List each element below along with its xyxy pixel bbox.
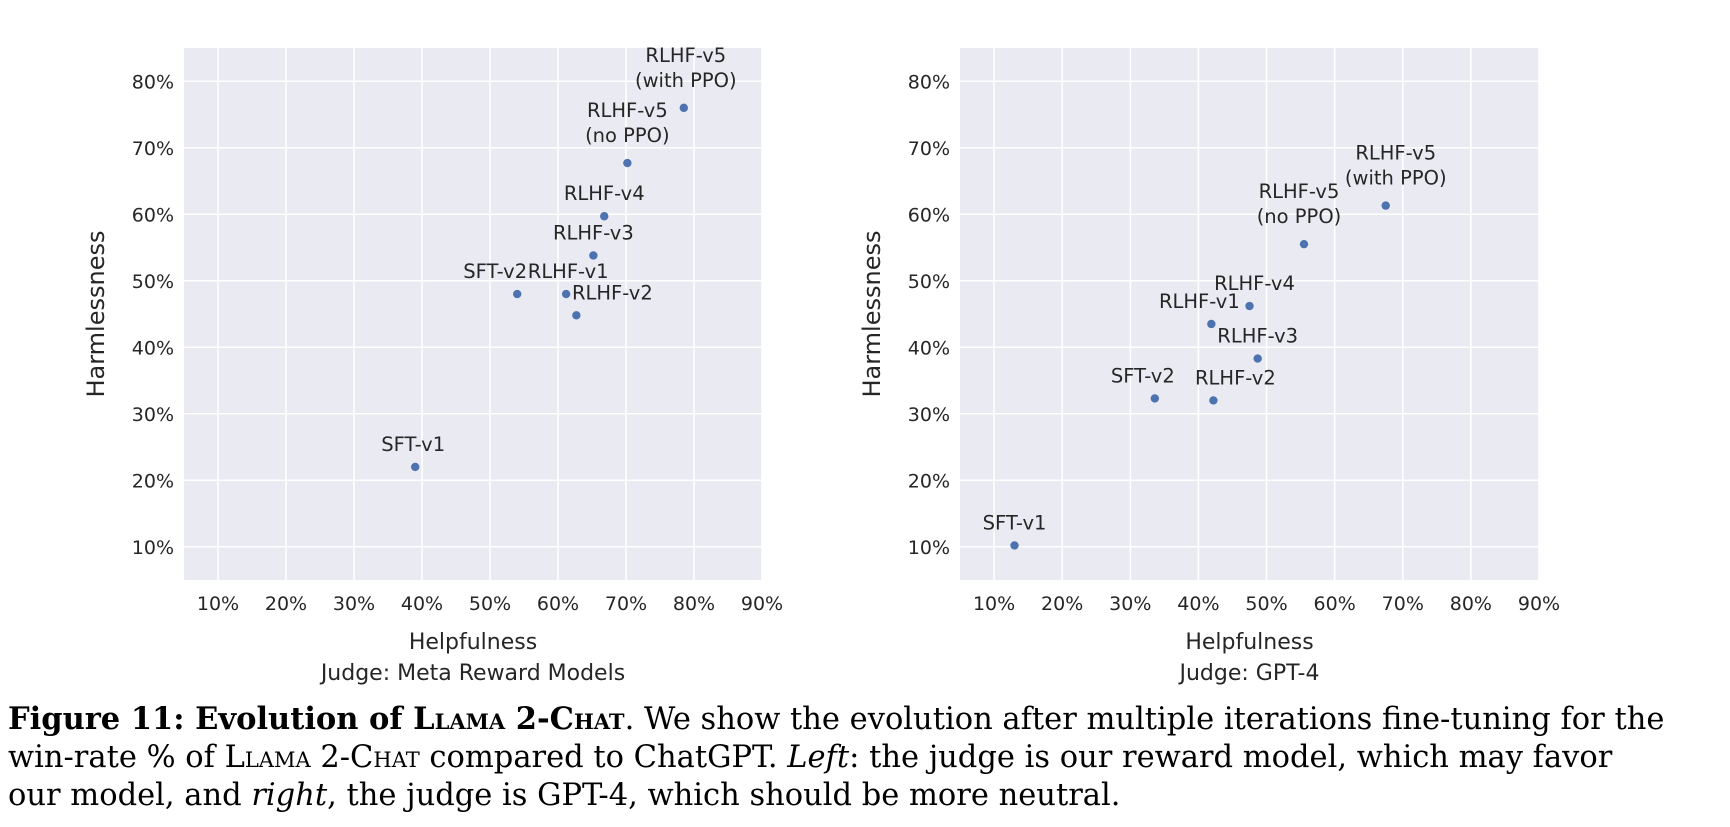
figure-charts: 10% 20% 30% 40% 50% 60% 70% 80% 90% 10% 20% 30% 40% 5…	[82, 44, 1560, 686]
data-point-label: RLHF-v5 (with PPO)	[635, 44, 737, 92]
data-point-label: RLHF-v5 (no PPO)	[585, 99, 670, 147]
data-point	[1207, 319, 1216, 329]
x-tick-label: 40%	[1177, 593, 1219, 615]
x-tick-label: 60%	[537, 593, 579, 615]
x-tick-label: 50%	[1245, 593, 1287, 615]
x-tick-label: 60%	[1314, 593, 1356, 615]
y-tick-label: 80%	[132, 71, 174, 93]
data-point-label: SFT-v2	[1111, 364, 1175, 387]
data-point	[1253, 354, 1262, 363]
y-tick-label: 40%	[132, 337, 174, 359]
y-tick-label: 20%	[132, 470, 174, 492]
data-point-label: RLHF-v3	[1217, 325, 1298, 348]
x-tick-label: 80%	[1450, 593, 1492, 615]
caption-line-3: our model, and right, the judge is GPT-4…	[8, 778, 1121, 813]
data-point-label: SFT-v1	[983, 511, 1047, 534]
caption-label: Figure 11: Evolution of Llama 2-Chat	[8, 701, 625, 737]
data-point-label: SFT-v1	[381, 433, 445, 456]
y-tick-label: 70%	[908, 138, 950, 160]
x-tick-label: 70%	[605, 593, 647, 615]
figure-caption: Figure 11: Evolution of Llama 2-Chat. We…	[8, 700, 1724, 815]
caption-left-word: Left	[787, 740, 850, 775]
chart-subtitle: Judge: Meta Reward Models	[319, 661, 625, 686]
plot-background	[184, 48, 762, 580]
x-tick-label: 40%	[401, 593, 443, 615]
y-tick-label: 40%	[908, 337, 950, 359]
data-point-label: SFT-v2	[463, 260, 527, 283]
data-point	[1299, 239, 1309, 249]
y-axis-label: Harmlessness	[858, 230, 886, 397]
data-point	[1245, 301, 1254, 311]
x-tick-label: 20%	[265, 593, 307, 615]
x-tick-label: 80%	[673, 593, 715, 615]
x-tick-label: 10%	[973, 593, 1015, 615]
y-tick-label: 50%	[908, 271, 950, 293]
data-point	[1381, 201, 1390, 210]
y-tick-label: 50%	[132, 271, 174, 293]
y-tick-label: 60%	[908, 204, 950, 226]
data-point-label: RLHF-v1	[1159, 290, 1240, 313]
chart-right-gpt4: 10% 20% 30% 40% 50% 60% 70% 80% 90% 10% 20% 30% 40% 5…	[858, 48, 1560, 686]
caption-line-2: win-rate % of Llama 2-Chat compared to C…	[8, 740, 1613, 775]
caption-model-name: Llama 2-Chat	[413, 701, 625, 737]
data-point	[1010, 541, 1019, 550]
data-point-label: RLHF-v5 (no PPO)	[1257, 180, 1342, 228]
x-tick-label: 50%	[469, 593, 511, 615]
data-point-label: RLHF-v4	[1214, 272, 1295, 295]
y-tick-label: 60%	[132, 204, 174, 226]
data-point	[1150, 394, 1160, 403]
data-point	[561, 289, 571, 299]
chart-subtitle: Judge: GPT-4	[1178, 661, 1320, 686]
data-point-label: RLHF-v2	[1195, 366, 1276, 389]
x-tick-label: 30%	[333, 593, 375, 615]
data-point	[623, 158, 632, 168]
data-point	[589, 251, 598, 260]
y-tick-label: 10%	[908, 537, 950, 559]
chart-left-meta-reward-models: 10% 20% 30% 40% 50% 60% 70% 80% 90% 10% 20% 30% 40% 5…	[82, 44, 783, 686]
plot-background	[960, 48, 1539, 580]
data-point-label: RLHF-v5 (with PPO)	[1345, 142, 1447, 190]
x-tick-label: 70%	[1382, 593, 1424, 615]
x-axis-label: Helpfulness	[409, 630, 537, 655]
data-point	[1209, 396, 1218, 405]
y-tick-label: 30%	[908, 404, 950, 426]
data-point-label: RLHF-v2	[572, 281, 653, 304]
y-tick-label: 30%	[132, 404, 174, 426]
data-point-label: RLHF-v1	[528, 260, 609, 283]
caption-right-word: right	[251, 778, 328, 813]
x-tick-label: 90%	[1518, 593, 1560, 615]
data-point	[572, 311, 581, 320]
x-axis-label: Helpfulness	[1185, 630, 1313, 655]
y-tick-label: 10%	[132, 537, 174, 559]
data-point	[513, 289, 522, 299]
x-tick-label: 20%	[1041, 593, 1083, 615]
data-point	[679, 103, 688, 113]
data-point	[411, 462, 420, 472]
y-tick-label: 20%	[908, 470, 950, 492]
y-tick-label: 70%	[132, 138, 174, 160]
data-point	[600, 212, 609, 221]
data-point-label: RLHF-v3	[553, 221, 634, 244]
y-tick-label: 80%	[908, 71, 950, 93]
y-axis-label: Harmlessness	[82, 230, 110, 397]
x-tick-label: 90%	[741, 593, 783, 615]
x-tick-label: 30%	[1109, 593, 1151, 615]
x-tick-label: 10%	[197, 593, 239, 615]
caption-model-name: Llama 2-Chat	[224, 740, 420, 775]
caption-line-1: Figure 11: Evolution of Llama 2-Chat. We…	[8, 701, 1665, 737]
data-point-label: RLHF-v4	[564, 182, 645, 205]
